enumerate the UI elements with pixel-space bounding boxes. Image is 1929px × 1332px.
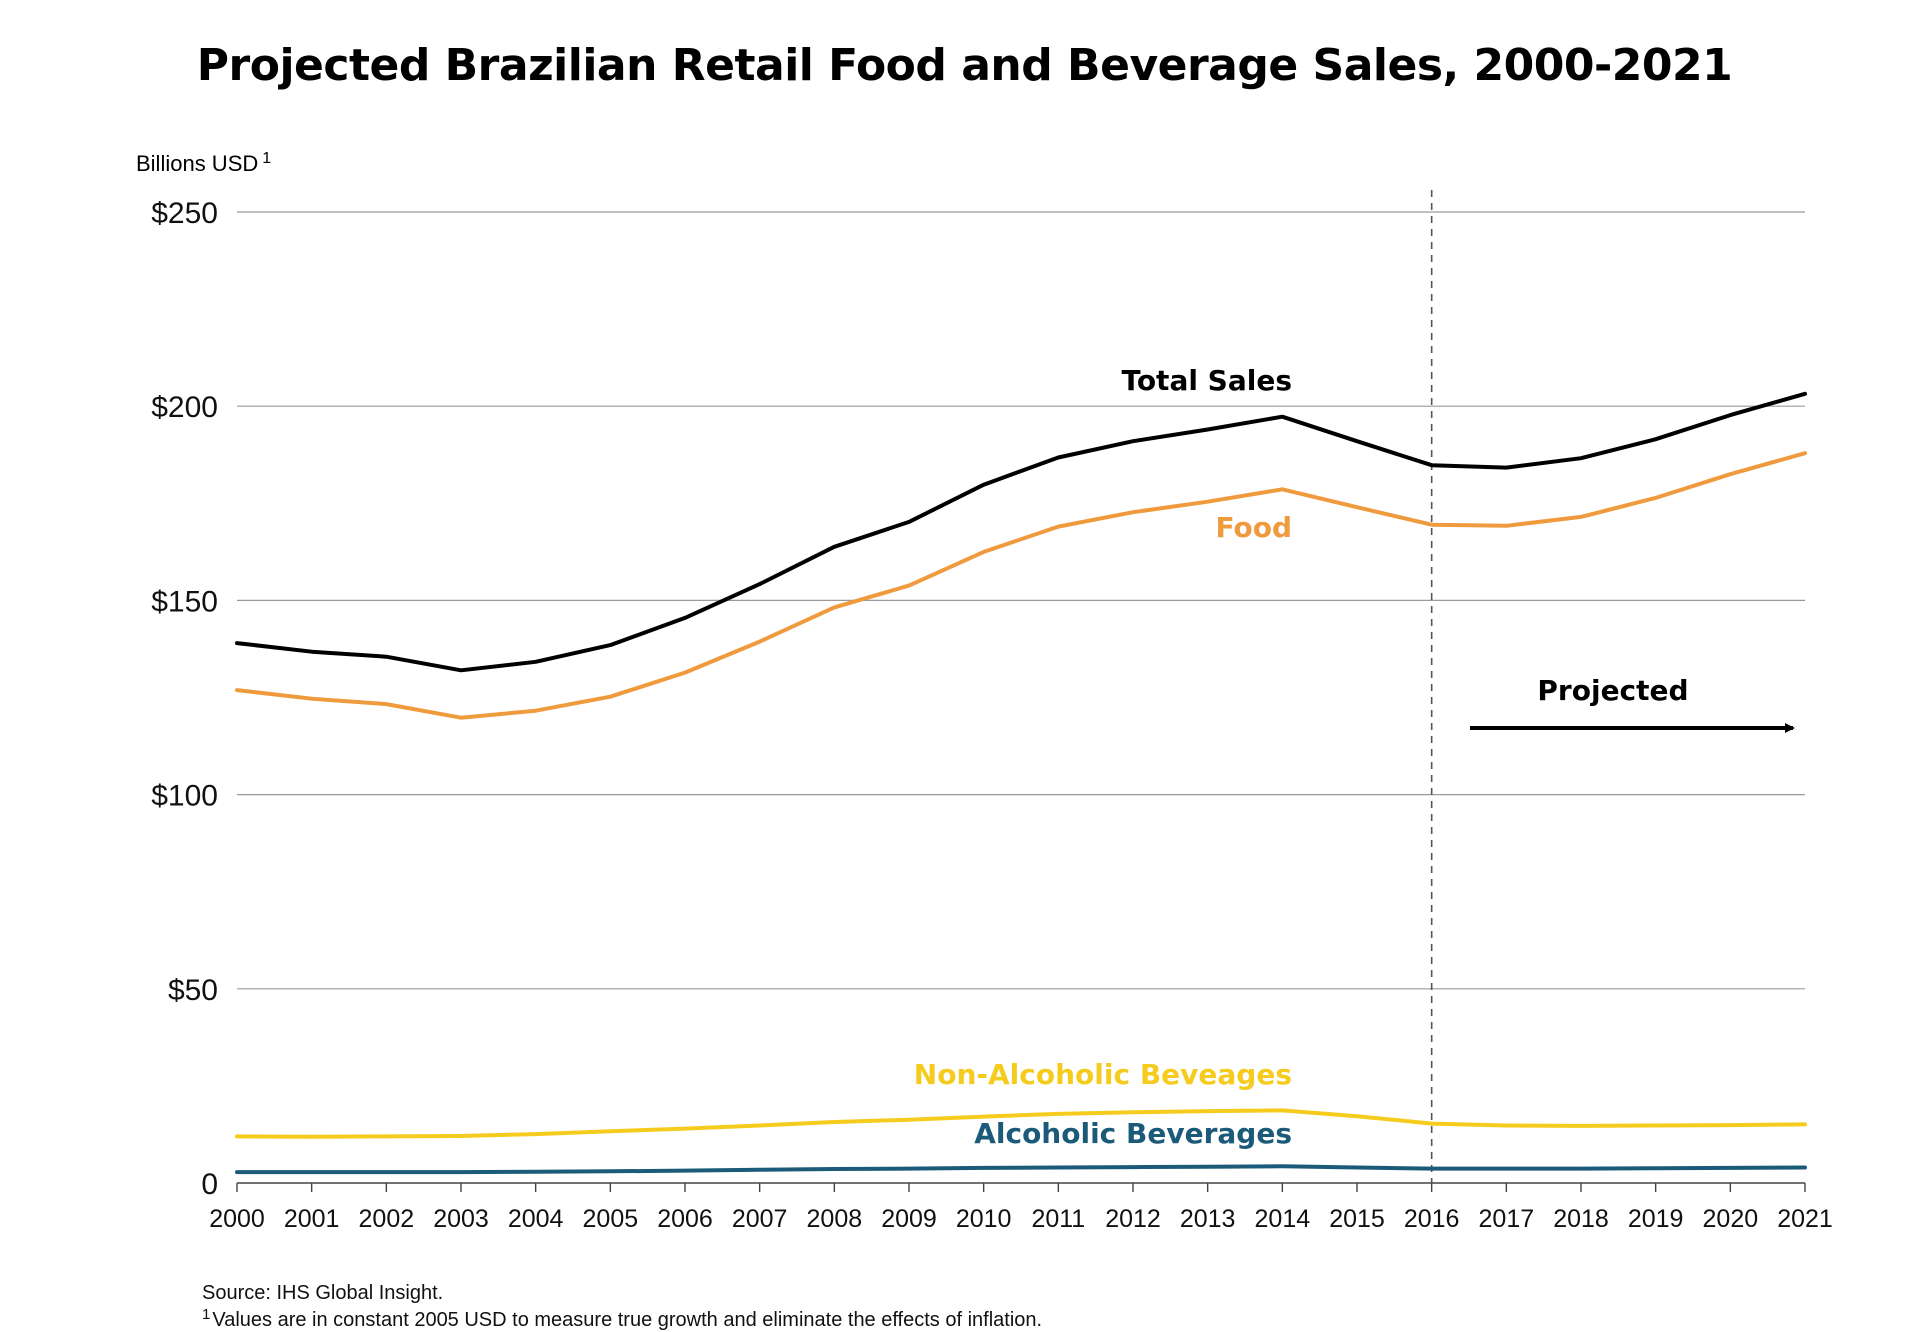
y-axis-ticks: 0 $50 $100 $150 $200 $250 bbox=[151, 197, 218, 1201]
x-tick-label-2008: 2008 bbox=[807, 1205, 863, 1233]
footnote-text: Values are in constant 2005 USD to measu… bbox=[212, 1309, 1043, 1331]
series-line-food bbox=[235, 451, 1807, 720]
x-tick-label-2007: 2007 bbox=[732, 1205, 788, 1233]
series-label-total-sales: Total Sales bbox=[1121, 364, 1292, 397]
y-tick-label-250: $250 bbox=[151, 197, 218, 230]
x-tick-label-2001: 2001 bbox=[284, 1205, 340, 1233]
x-tick-label-2002: 2002 bbox=[359, 1205, 415, 1233]
gridlines bbox=[237, 211, 1805, 990]
series-label-food: Food bbox=[1215, 511, 1292, 544]
series-line-non-alcoholic-beveages bbox=[235, 1108, 1807, 1139]
x-tick-label-2009: 2009 bbox=[881, 1205, 937, 1233]
x-tick-label-2017: 2017 bbox=[1479, 1205, 1535, 1233]
x-tick-label-2016: 2016 bbox=[1404, 1205, 1460, 1233]
footnote: 1 Values are in constant 2005 USD to meas… bbox=[202, 1306, 1042, 1332]
y-tick-label-200: $200 bbox=[151, 391, 218, 424]
y-axis-label-note-marker: 1 bbox=[262, 150, 272, 167]
x-tick-label-2010: 2010 bbox=[956, 1205, 1012, 1233]
x-tick-label-2006: 2006 bbox=[657, 1205, 713, 1233]
y-axis-label: Billions USD bbox=[136, 151, 259, 176]
x-tick-label-2019: 2019 bbox=[1628, 1205, 1684, 1233]
x-axis: 2000 2001 2002 2003 2004 2005 2006 2007 2008 2009… bbox=[209, 1182, 1833, 1233]
y-axis-unit-label: Billions USD 1 bbox=[136, 150, 271, 177]
series-label-non-alcoholic-beverages: Non-Alcoholic Beveages bbox=[914, 1058, 1292, 1091]
series-line-total-sales bbox=[235, 391, 1807, 673]
x-tick-label-2000: 2000 bbox=[209, 1205, 265, 1233]
y-tick-label-100: $100 bbox=[151, 780, 218, 813]
x-tick-label-2021: 2021 bbox=[1777, 1205, 1833, 1233]
x-tick-label-2004: 2004 bbox=[508, 1205, 564, 1233]
projected-label: Projected bbox=[1537, 674, 1688, 707]
chart-title: Projected Brazilian Retail Food and Beve… bbox=[196, 40, 1733, 91]
x-tick-label-2015: 2015 bbox=[1329, 1205, 1385, 1233]
x-tick-label-2020: 2020 bbox=[1703, 1205, 1759, 1233]
series-lines bbox=[235, 391, 1807, 1175]
x-tick-label-2005: 2005 bbox=[583, 1205, 639, 1233]
series-label-alcoholic-beverages: Alcoholic Beverages bbox=[974, 1117, 1292, 1150]
series-line-alcoholic-beverages bbox=[235, 1164, 1807, 1175]
x-tick-label-2013: 2013 bbox=[1180, 1205, 1236, 1233]
y-tick-label-0: 0 bbox=[201, 1168, 218, 1201]
y-tick-label-150: $150 bbox=[151, 585, 218, 618]
x-tick-label-2018: 2018 bbox=[1553, 1205, 1609, 1233]
x-tick-label-2003: 2003 bbox=[433, 1205, 489, 1233]
x-tick-label-2012: 2012 bbox=[1105, 1205, 1161, 1233]
source-note: Source: IHS Global Insight. bbox=[202, 1282, 444, 1304]
x-tick-label-2014: 2014 bbox=[1255, 1205, 1311, 1233]
x-tick-label-2011: 2011 bbox=[1031, 1205, 1085, 1233]
footnote-marker: 1 bbox=[202, 1306, 211, 1323]
y-tick-label-50: $50 bbox=[168, 974, 218, 1007]
